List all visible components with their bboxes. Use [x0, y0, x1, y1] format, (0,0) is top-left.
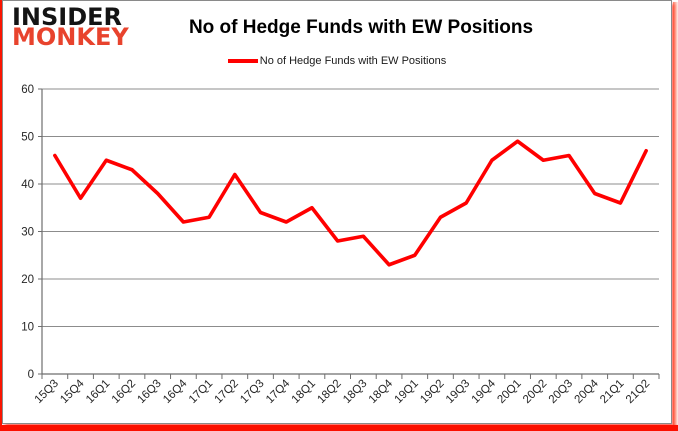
chart-area: INSIDER MONKEY No of Hedge Funds with EW… — [2, 0, 672, 424]
y-axis-label: 50 — [21, 132, 34, 144]
x-axis-label: 17Q1 — [187, 378, 215, 406]
x-axis-label: 20Q3 — [547, 378, 575, 406]
x-axis-label: 19Q1 — [393, 378, 421, 406]
y-axis-label: 40 — [21, 179, 34, 191]
legend-label: No of Hedge Funds with EW Positions — [259, 55, 447, 67]
x-axis-label: 16Q3 — [135, 378, 163, 406]
logo-line-insider: INSIDER — [12, 3, 123, 31]
y-axis-label: 30 — [21, 227, 34, 239]
red-border-left — [0, 0, 2, 425]
plot-canvas: 010203040506015Q315Q416Q116Q216Q316Q417Q… — [21, 84, 660, 406]
legend: No of Hedge Funds with EW Positions — [3, 55, 671, 67]
x-axis-label: 17Q3 — [238, 378, 266, 406]
insider-monkey-logo[interactable]: INSIDER MONKEY — [12, 3, 129, 52]
x-axis-label: 16Q1 — [84, 378, 112, 406]
x-axis-label: 18Q4 — [367, 377, 396, 406]
logo-line-monkey: MONKEY — [12, 23, 129, 52]
x-axis-label: 20Q2 — [521, 378, 549, 406]
legend-line-marker-icon — [227, 59, 258, 63]
series-line — [53, 139, 648, 267]
x-axis-label: 18Q1 — [290, 378, 318, 406]
x-axis-label: 18Q3 — [341, 378, 369, 406]
x-axis-label: 15Q4 — [58, 377, 87, 406]
x-axis-label: 19Q3 — [444, 378, 472, 406]
x-axis-label: 20Q4 — [572, 377, 601, 406]
chart-title: No of Hedge Funds with EW Positions — [188, 17, 534, 38]
x-axis-label: 16Q2 — [110, 378, 138, 406]
red-border-bottom — [0, 425, 678, 431]
x-axis-label: 21Q2 — [624, 378, 652, 406]
x-axis-label: 15Q3 — [33, 378, 61, 406]
y-axis-label: 0 — [28, 369, 34, 381]
x-axis-label: 21Q1 — [598, 378, 626, 406]
x-axis-label: 17Q2 — [213, 378, 241, 406]
x-axis-label: 20Q1 — [495, 378, 523, 406]
y-axis-label: 20 — [21, 274, 34, 286]
x-axis-label: 17Q4 — [264, 377, 293, 406]
y-axis-label: 10 — [21, 322, 34, 334]
x-axis-label: 19Q4 — [470, 377, 499, 406]
x-axis-label: 16Q4 — [161, 377, 190, 406]
x-axis-label: 18Q2 — [315, 378, 343, 406]
x-axis-label: 19Q2 — [418, 378, 446, 406]
y-axis-label: 60 — [21, 84, 34, 96]
red-border-right — [673, 2, 678, 426]
